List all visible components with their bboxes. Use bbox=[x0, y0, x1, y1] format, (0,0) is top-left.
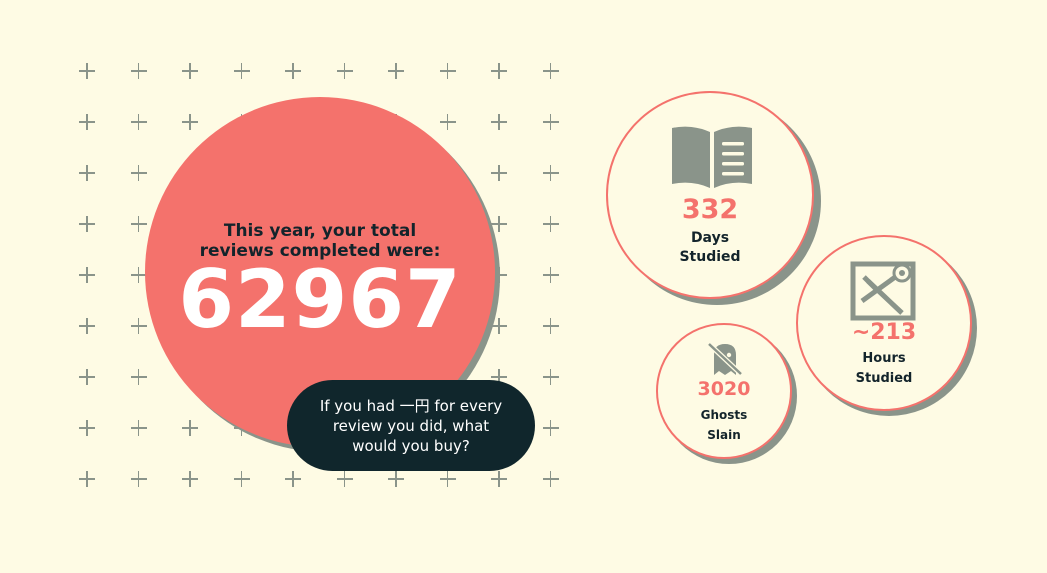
plus-mark bbox=[336, 63, 353, 79]
plus-mark bbox=[79, 369, 95, 385]
plus-mark bbox=[130, 471, 147, 487]
plus-mark bbox=[233, 63, 250, 79]
plus-mark bbox=[542, 471, 559, 487]
plus-mark bbox=[79, 216, 95, 232]
plus-mark bbox=[491, 165, 507, 181]
hours-studied-label: Hours Studied bbox=[855, 351, 913, 386]
plus-mark bbox=[79, 114, 95, 130]
plus-mark bbox=[336, 471, 353, 487]
plus-mark bbox=[542, 369, 559, 385]
open-book-icon bbox=[668, 124, 756, 194]
plus-mark bbox=[388, 63, 404, 79]
plus-mark bbox=[79, 471, 95, 487]
question-text: If you had 一円 for every review you did, … bbox=[319, 396, 503, 455]
plus-mark bbox=[285, 63, 301, 79]
plus-mark bbox=[388, 471, 404, 487]
ghosts-slain-label: Ghosts Slain bbox=[700, 408, 748, 442]
plus-mark bbox=[130, 267, 147, 283]
plus-mark bbox=[491, 369, 507, 385]
plus-mark bbox=[79, 267, 95, 283]
plus-mark bbox=[182, 63, 198, 79]
days-studied-card: 332 Days Studied bbox=[606, 91, 814, 299]
plus-mark bbox=[79, 420, 95, 436]
plus-mark bbox=[542, 114, 559, 130]
ghosts-slain-card: 3020 Ghosts Slain bbox=[656, 323, 792, 459]
ghosts-slain-value: 3020 bbox=[697, 378, 751, 400]
plus-mark bbox=[130, 63, 147, 79]
plus-mark bbox=[491, 63, 507, 79]
plus-mark bbox=[542, 267, 559, 283]
plus-mark bbox=[79, 63, 95, 79]
plus-mark bbox=[79, 165, 95, 181]
days-studied-value: 332 bbox=[681, 194, 739, 225]
plus-mark bbox=[130, 420, 147, 436]
plus-mark bbox=[491, 216, 507, 232]
plus-mark bbox=[542, 216, 559, 232]
plus-mark bbox=[182, 471, 198, 487]
plus-mark bbox=[439, 63, 456, 79]
question-bubble: If you had 一円 for every review you did, … bbox=[287, 380, 535, 471]
plus-mark bbox=[233, 471, 250, 487]
plus-mark bbox=[542, 318, 559, 334]
days-studied-label: Days Studied bbox=[679, 230, 741, 265]
plus-mark bbox=[130, 165, 147, 181]
plus-mark bbox=[182, 420, 198, 436]
hours-studied-value: ~213 bbox=[851, 320, 917, 345]
plus-mark bbox=[491, 318, 507, 334]
plus-mark bbox=[130, 114, 147, 130]
plus-mark bbox=[285, 471, 301, 487]
plus-mark bbox=[79, 318, 95, 334]
plus-mark bbox=[542, 165, 559, 181]
plus-mark bbox=[182, 114, 198, 130]
ghost-off-icon bbox=[706, 341, 744, 381]
plus-mark bbox=[542, 420, 559, 436]
plus-mark bbox=[130, 318, 147, 334]
plus-mark bbox=[491, 471, 507, 487]
total-reviews-label: This year, your total reviews completed … bbox=[199, 221, 441, 261]
plus-mark bbox=[439, 114, 456, 130]
plus-mark bbox=[130, 369, 147, 385]
plus-mark bbox=[439, 471, 456, 487]
hours-studied-card: ~213 Hours Studied bbox=[796, 235, 972, 411]
plus-mark bbox=[491, 114, 507, 130]
total-reviews-value: 62967 bbox=[178, 253, 462, 346]
plus-mark bbox=[130, 216, 147, 232]
kanji-stamp-icon bbox=[850, 261, 918, 325]
plus-mark bbox=[542, 63, 559, 79]
